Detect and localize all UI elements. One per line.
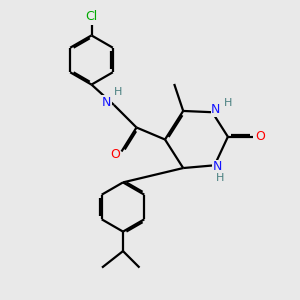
Text: O: O bbox=[255, 130, 265, 143]
Text: O: O bbox=[110, 148, 120, 161]
Text: N: N bbox=[213, 160, 222, 173]
Text: N: N bbox=[102, 95, 111, 109]
Text: H: H bbox=[216, 173, 224, 183]
Text: H: H bbox=[113, 87, 122, 98]
Text: H: H bbox=[224, 98, 232, 108]
Text: N: N bbox=[211, 103, 220, 116]
Text: Cl: Cl bbox=[85, 10, 97, 23]
